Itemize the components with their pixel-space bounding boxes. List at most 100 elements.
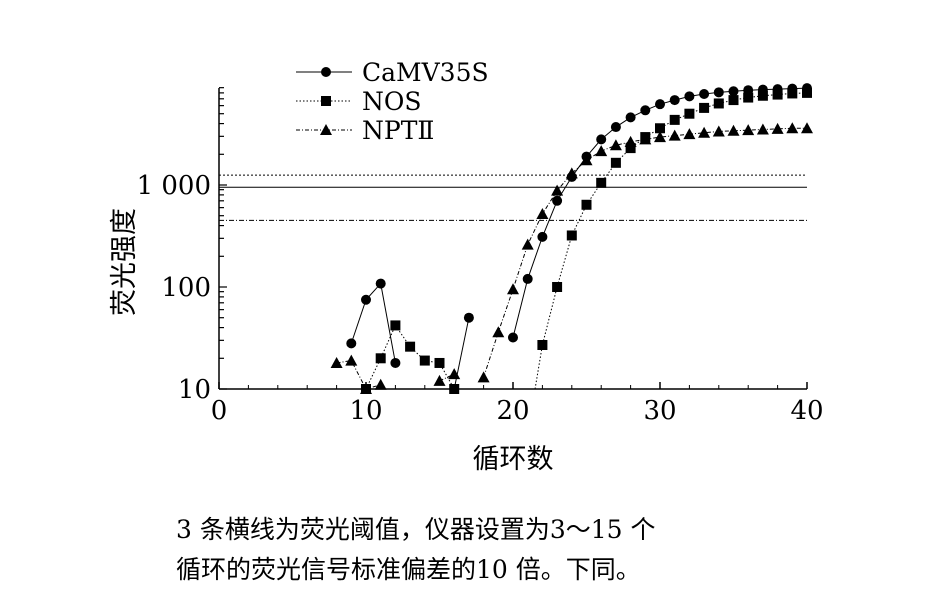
data-point (596, 177, 607, 188)
data-point (477, 371, 490, 383)
series-NPTⅡ (330, 122, 813, 394)
data-point (727, 124, 740, 136)
series (330, 83, 813, 394)
data-point (772, 89, 783, 100)
data-point (507, 283, 519, 295)
data-point (361, 294, 371, 305)
data-point (728, 95, 739, 106)
data-point (713, 87, 724, 98)
data-point (596, 134, 607, 145)
data-point (375, 353, 386, 364)
data-point (566, 230, 577, 241)
data-point (405, 341, 416, 352)
series-line (336, 360, 381, 390)
data-point (375, 278, 386, 289)
data-point (771, 122, 784, 134)
x-axis-label: 循环数 (473, 444, 554, 475)
caption-line-1: 3 条横线为荧光阈值，仪器设置为3～15 个 (176, 515, 656, 544)
data-point (655, 99, 665, 110)
data-point (536, 207, 549, 219)
legend-label: CaMV35S (362, 58, 489, 87)
data-point (699, 102, 710, 113)
data-point (743, 92, 754, 103)
legend-label: NPTⅡ (362, 116, 434, 145)
data-point (624, 135, 637, 147)
legend-marker (320, 124, 332, 135)
series-line (350, 282, 396, 364)
data-point (684, 108, 695, 119)
data-point (683, 128, 696, 140)
data-point (610, 122, 621, 133)
data-point (625, 143, 636, 154)
caption-line-2: 循环的荧光信号标准偏差的10 倍。下同。 (176, 555, 641, 584)
data-point (522, 273, 533, 284)
data-point (669, 95, 680, 106)
data-point (801, 122, 813, 134)
data-point (668, 129, 681, 141)
data-point (552, 195, 563, 206)
x-tick-label: 10 (349, 396, 382, 426)
series-NOS (361, 87, 812, 394)
data-point (537, 231, 548, 242)
data-point (581, 199, 592, 210)
data-point (448, 368, 461, 380)
data-point (609, 139, 622, 151)
data-point (580, 154, 593, 166)
data-point (639, 133, 652, 145)
data-point (508, 332, 518, 343)
series-line (483, 127, 807, 378)
data-point (552, 282, 563, 292)
data-point (625, 112, 636, 123)
data-point (521, 238, 534, 250)
data-point (433, 374, 446, 386)
data-point (654, 131, 666, 143)
data-point (390, 320, 401, 331)
y-tick-label: 10 (178, 375, 211, 405)
data-point (802, 87, 812, 98)
data-point (565, 167, 578, 179)
data-point (728, 86, 739, 97)
data-point (655, 123, 665, 134)
data-point (699, 89, 710, 100)
x-tick-label: 0 (211, 396, 228, 426)
data-point (640, 105, 651, 116)
legend-marker (321, 96, 331, 106)
y-tick-label: 1 000 (137, 171, 211, 201)
y-axis-label: 荧光强度 (109, 208, 140, 316)
data-point (346, 338, 357, 349)
data-point (434, 357, 445, 368)
data-point (551, 184, 564, 196)
data-point (360, 383, 372, 394)
data-point (345, 354, 358, 366)
data-point (669, 114, 680, 125)
series-line (534, 92, 808, 390)
threshold-lines (219, 174, 807, 221)
legend-label: NOS (362, 87, 422, 116)
data-point (374, 378, 387, 390)
y-tick-label: 100 (161, 273, 211, 303)
data-point (537, 340, 548, 351)
data-point (390, 357, 401, 368)
data-point (698, 126, 711, 138)
data-point (757, 90, 768, 101)
data-point (463, 312, 474, 323)
legend-marker (321, 67, 331, 77)
data-point (756, 123, 769, 135)
data-point (786, 122, 799, 134)
x-tick-label: 40 (790, 396, 823, 426)
data-point (712, 125, 725, 137)
data-point (684, 91, 695, 102)
data-point (449, 384, 460, 394)
data-point (330, 356, 343, 368)
x-tick-label: 20 (496, 396, 529, 426)
data-point (787, 88, 798, 99)
data-point (419, 355, 430, 366)
data-point (492, 326, 505, 338)
data-point (742, 124, 755, 136)
data-point (610, 157, 621, 168)
x-tick-label: 30 (643, 396, 676, 426)
data-point (713, 98, 724, 109)
